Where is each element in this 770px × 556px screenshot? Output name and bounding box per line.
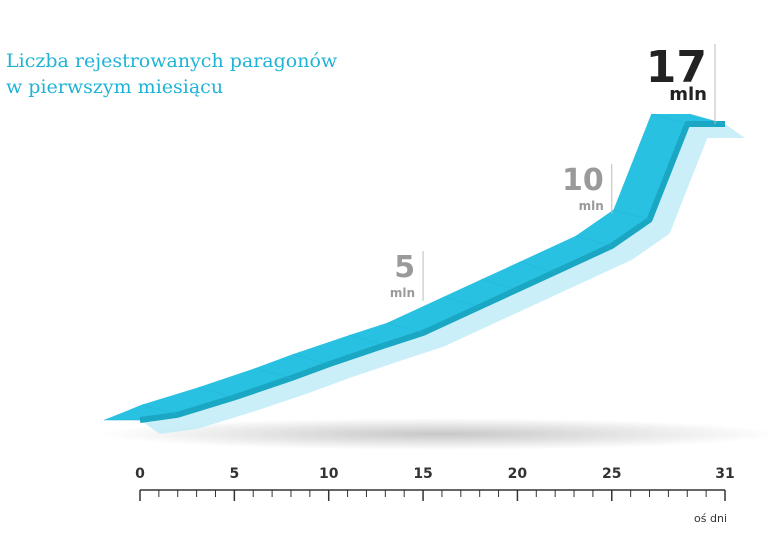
x-tick-label-10: 10	[319, 466, 339, 482]
x-axis: 0 5 10 15 20 25 31	[135, 466, 735, 501]
data-point-2	[141, 404, 178, 416]
x-axis-label: oś dni	[694, 512, 727, 525]
data-point-18	[443, 296, 480, 308]
data-point-13	[349, 334, 386, 346]
data-point-10	[292, 353, 329, 365]
data-point-22	[519, 261, 556, 273]
x-tick-label-15: 15	[413, 466, 432, 482]
data-ribbon	[104, 113, 745, 434]
ribbon-top-face	[104, 114, 725, 420]
ribbon-shadow	[140, 124, 745, 434]
x-tick-label-25: 25	[602, 466, 621, 482]
chart-title-line-2: w pierwszym miesiącu	[6, 76, 224, 98]
callout-unit-2: mln	[669, 84, 707, 105]
data-point-20	[481, 278, 518, 290]
x-tick-label-31: 31	[715, 466, 734, 482]
callout-unit-0: mln	[390, 286, 415, 300]
ribbon-front-edge	[139, 121, 725, 423]
x-tick-label-20: 20	[508, 466, 528, 482]
data-point-5	[198, 386, 235, 398]
x-tick-label-5: 5	[229, 466, 239, 482]
callout-value-1: 10	[562, 163, 604, 198]
chart-title: Liczba rejestrowanych paragonów w pierws…	[6, 48, 337, 100]
data-point-29	[651, 113, 688, 125]
data-point-25	[575, 235, 612, 247]
data-point-31	[688, 113, 726, 125]
x-tick-label-0: 0	[135, 466, 145, 482]
callout-unit-1: mln	[579, 199, 604, 213]
callout-value-2: 17	[646, 42, 707, 93]
data-point-8	[254, 367, 292, 379]
callout-value-0: 5	[394, 250, 415, 285]
data-point-15	[386, 322, 424, 334]
floor-shadow	[100, 418, 770, 450]
data-point-27	[613, 209, 650, 221]
chart-title-line-1: Liczba rejestrowanych paragonów	[6, 50, 338, 72]
